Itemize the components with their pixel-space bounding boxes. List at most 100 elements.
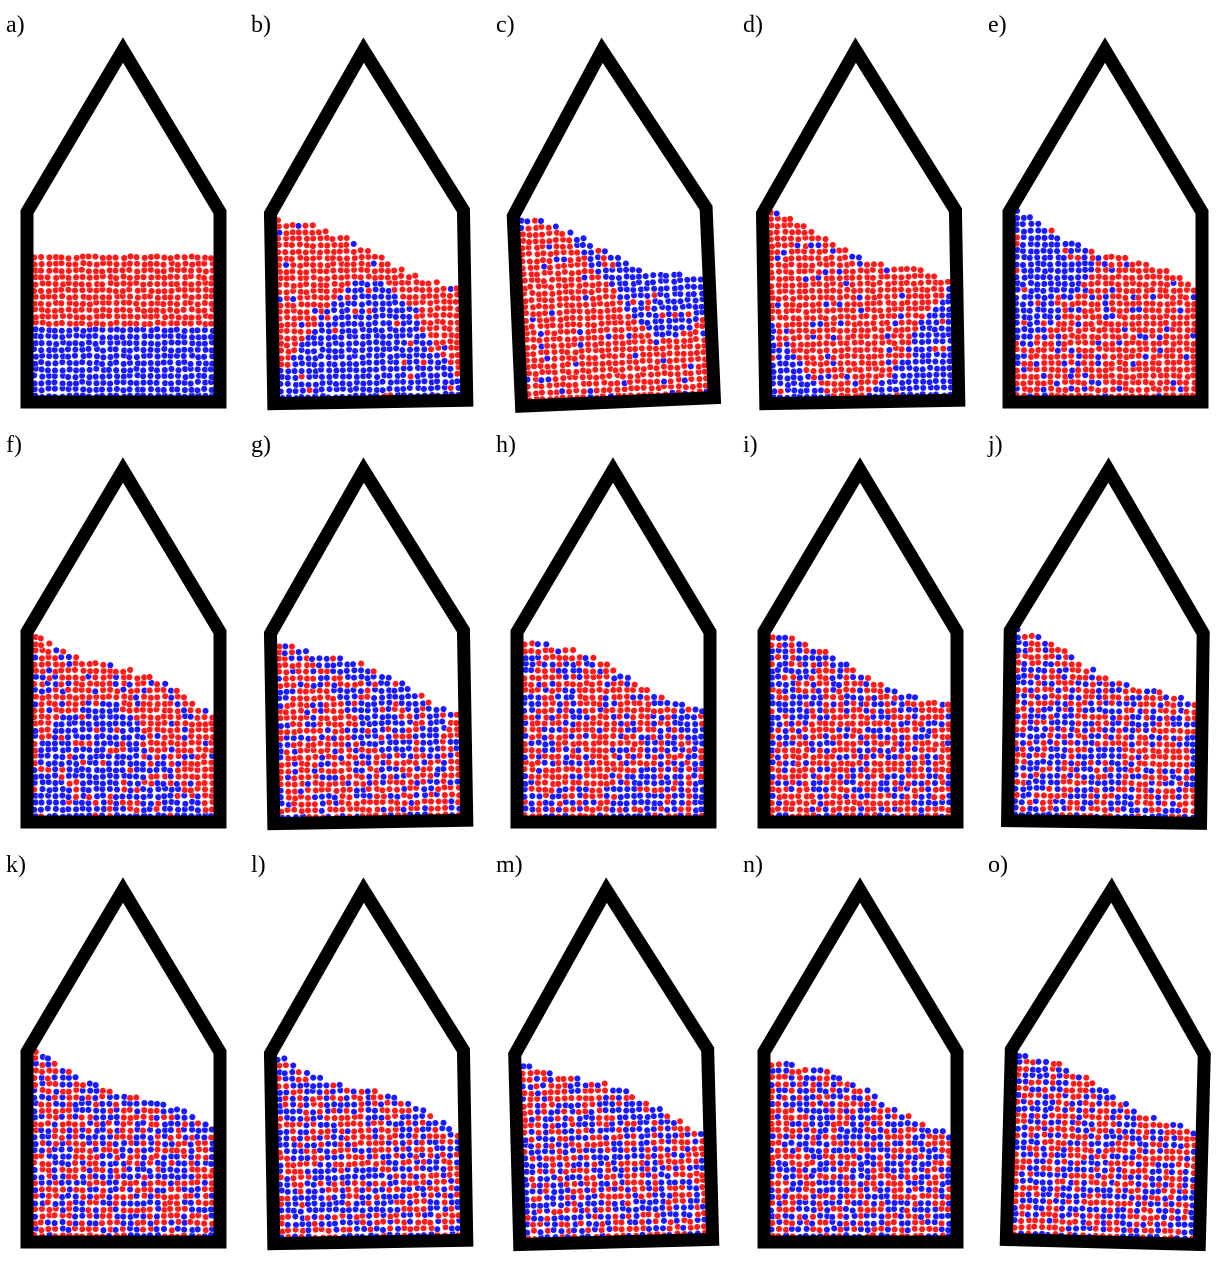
particle [542,668,549,675]
particle [289,242,296,249]
particle [858,339,865,346]
particle [370,668,377,675]
particle [529,734,536,741]
particle [435,359,442,366]
particle [441,358,448,365]
particle [563,746,570,753]
particle [1088,347,1095,354]
particle [544,363,551,370]
particle [201,307,208,314]
particle [1041,327,1048,334]
particle [65,727,72,734]
particle [297,701,304,708]
particle [371,294,378,301]
particle [1068,347,1075,354]
particle [864,294,871,301]
particle [808,255,815,262]
particle [1102,341,1109,348]
particle [850,307,857,314]
particle [46,640,53,647]
particle [555,760,562,767]
particle [919,339,926,346]
particle [86,274,93,281]
particle [651,774,658,781]
particle [584,315,591,322]
particle [837,320,844,327]
particle [121,313,128,320]
particle [556,335,563,342]
particle [153,307,160,314]
particle [189,753,196,760]
particle [364,715,371,722]
particle [692,727,699,734]
particle [843,806,850,813]
particle [181,735,188,742]
particle [351,294,358,301]
particle [802,262,809,269]
particle [1123,347,1130,354]
particle [844,286,851,293]
particle [107,321,114,328]
particle [567,229,574,236]
particle [302,229,309,236]
particle [79,379,86,386]
particle [617,314,624,321]
particle [133,707,140,714]
particle [113,319,120,326]
particle [292,375,299,382]
particle [394,800,401,807]
particle [161,734,168,741]
particle [783,322,790,329]
particle [99,361,106,368]
particle [691,746,698,753]
particle [774,223,781,230]
particle [589,282,596,289]
particle [440,312,447,319]
particle [1061,261,1068,268]
particle [685,706,692,713]
particle [677,298,684,305]
particle [441,733,448,740]
particle [623,273,630,280]
particle [346,753,353,760]
particle [892,359,899,366]
particle [665,304,672,311]
particle [784,348,791,355]
particle [202,792,209,799]
particle [611,314,618,321]
particle [1109,341,1116,348]
particle [358,694,365,701]
particle [783,335,790,342]
particle [305,755,312,762]
particle [558,342,565,349]
particle [289,701,296,708]
particle [359,293,366,300]
particle [926,379,933,386]
particle [337,694,344,701]
particle [632,326,639,333]
particle [892,352,899,359]
particle [1035,235,1042,242]
particle [188,320,195,327]
particle [304,301,311,308]
particle [918,319,925,326]
particle [891,293,898,300]
particle [350,241,357,248]
particle [1075,367,1082,374]
particle [154,780,161,787]
particle [1177,367,1184,374]
particle [72,281,79,288]
particle [52,353,59,360]
particle [924,305,931,312]
particle [339,806,346,813]
particle [1136,387,1143,394]
particle [380,773,387,780]
particle [912,320,919,327]
particle [290,682,297,689]
particle [304,767,311,774]
particle [782,360,789,367]
particle [291,315,298,322]
particle [127,667,134,674]
particle [127,761,134,768]
particle [66,340,73,347]
